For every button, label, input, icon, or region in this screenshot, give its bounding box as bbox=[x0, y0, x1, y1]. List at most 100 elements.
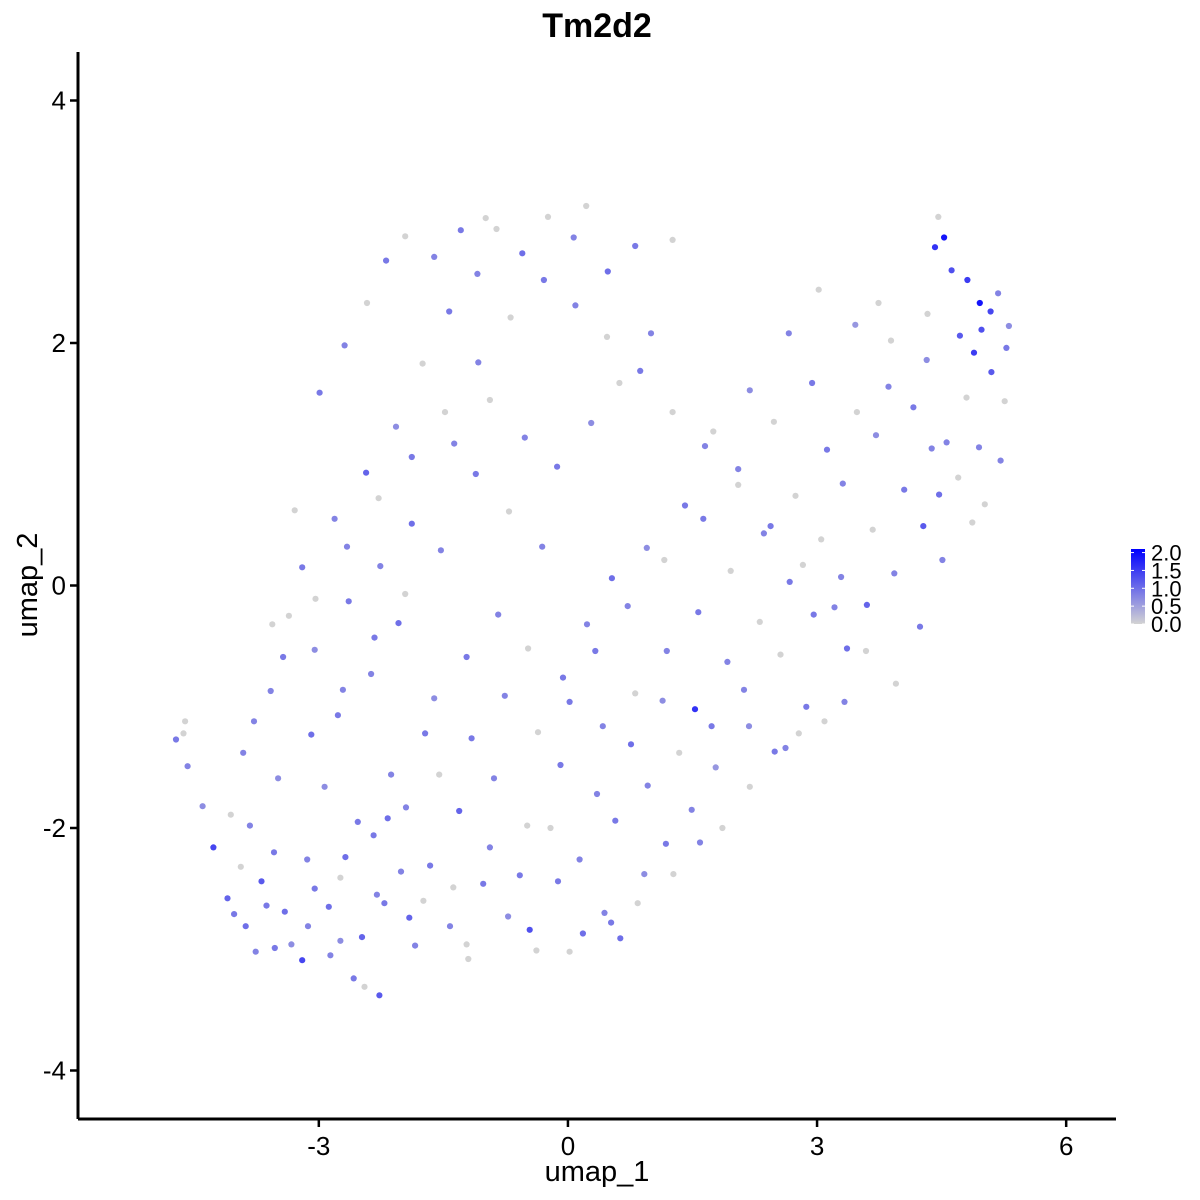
data-point bbox=[308, 731, 315, 738]
data-point bbox=[172, 736, 180, 743]
data-point bbox=[676, 749, 683, 756]
x-tick-label: 6 bbox=[1059, 1131, 1073, 1161]
data-point bbox=[566, 948, 573, 955]
data-point bbox=[544, 213, 552, 220]
data-point bbox=[719, 824, 726, 832]
data-point bbox=[402, 804, 410, 811]
data-point bbox=[995, 290, 1002, 297]
data-point bbox=[495, 611, 502, 618]
data-point bbox=[275, 775, 282, 782]
data-point bbox=[539, 543, 546, 550]
data-point bbox=[493, 225, 500, 233]
data-point bbox=[311, 646, 318, 653]
data-point bbox=[419, 360, 426, 367]
data-point bbox=[554, 878, 562, 885]
y-tick-label: 0 bbox=[52, 571, 66, 601]
data-point bbox=[431, 253, 438, 260]
data-point bbox=[841, 698, 848, 706]
data-point bbox=[427, 862, 434, 869]
data-point bbox=[839, 480, 846, 487]
data-point bbox=[740, 686, 748, 693]
data-point bbox=[875, 299, 882, 307]
data-point bbox=[363, 299, 371, 307]
data-point bbox=[799, 561, 807, 569]
data-point bbox=[862, 647, 870, 655]
data-point bbox=[463, 653, 470, 661]
data-point bbox=[608, 919, 615, 926]
data-point bbox=[392, 423, 400, 430]
data-point bbox=[412, 942, 419, 949]
data-point bbox=[852, 321, 859, 328]
y-tick-label: 2 bbox=[52, 328, 66, 358]
data-point bbox=[969, 519, 976, 526]
data-point bbox=[936, 491, 943, 498]
data-point bbox=[184, 763, 191, 770]
data-point bbox=[576, 856, 583, 863]
data-point bbox=[450, 884, 457, 891]
data-point bbox=[624, 603, 631, 610]
data-point bbox=[395, 620, 402, 627]
data-point bbox=[422, 730, 429, 737]
data-point bbox=[524, 822, 531, 829]
data-point bbox=[397, 868, 405, 875]
data-point bbox=[885, 383, 892, 390]
data-point bbox=[533, 947, 540, 954]
data-point bbox=[299, 564, 306, 571]
data-point bbox=[420, 897, 427, 904]
x-tick-label: 3 bbox=[810, 1131, 824, 1161]
data-point bbox=[250, 718, 258, 725]
data-point bbox=[345, 598, 352, 605]
data-point bbox=[924, 310, 931, 317]
data-point bbox=[334, 712, 341, 719]
data-point bbox=[641, 871, 648, 878]
data-point bbox=[377, 563, 384, 570]
color-legend: 0.00.51.01.52.0 bbox=[1131, 541, 1182, 637]
data-point bbox=[441, 409, 449, 416]
data-point bbox=[384, 815, 391, 822]
data-point bbox=[956, 332, 964, 339]
data-point bbox=[688, 806, 695, 813]
data-point bbox=[451, 440, 458, 447]
data-point bbox=[928, 445, 935, 452]
data-point bbox=[975, 444, 983, 451]
data-point bbox=[240, 749, 247, 756]
data-point bbox=[608, 575, 616, 582]
data-point bbox=[465, 955, 472, 963]
data-point bbox=[643, 544, 650, 552]
data-point bbox=[519, 250, 526, 257]
x-axis-title: umap_1 bbox=[545, 1156, 650, 1188]
data-point bbox=[242, 923, 249, 930]
data-point bbox=[923, 356, 930, 364]
data-point bbox=[375, 495, 382, 502]
data-point bbox=[316, 389, 323, 396]
data-point bbox=[767, 523, 774, 530]
data-point bbox=[681, 502, 689, 509]
data-point bbox=[237, 863, 244, 870]
data-point bbox=[981, 501, 988, 508]
y-tick-label: -2 bbox=[43, 813, 66, 843]
data-point bbox=[341, 342, 348, 349]
data-point bbox=[368, 670, 375, 678]
data-point bbox=[570, 234, 577, 241]
data-point bbox=[468, 735, 475, 742]
data-point bbox=[446, 923, 454, 930]
data-point bbox=[853, 409, 861, 416]
data-point bbox=[269, 621, 276, 628]
data-point bbox=[557, 761, 564, 769]
data-point bbox=[987, 308, 994, 315]
data-point bbox=[777, 651, 784, 658]
data-point bbox=[343, 543, 351, 550]
data-point bbox=[617, 935, 624, 942]
data-point bbox=[534, 729, 542, 736]
data-point bbox=[964, 276, 971, 284]
data-point bbox=[271, 944, 278, 952]
data-point bbox=[505, 913, 512, 920]
data-point bbox=[182, 718, 189, 725]
data-point bbox=[910, 404, 917, 411]
data-point bbox=[486, 396, 493, 404]
data-point bbox=[637, 367, 644, 374]
data-point bbox=[604, 268, 611, 275]
data-point bbox=[507, 314, 514, 321]
data-point bbox=[691, 706, 699, 713]
data-point bbox=[963, 394, 970, 401]
